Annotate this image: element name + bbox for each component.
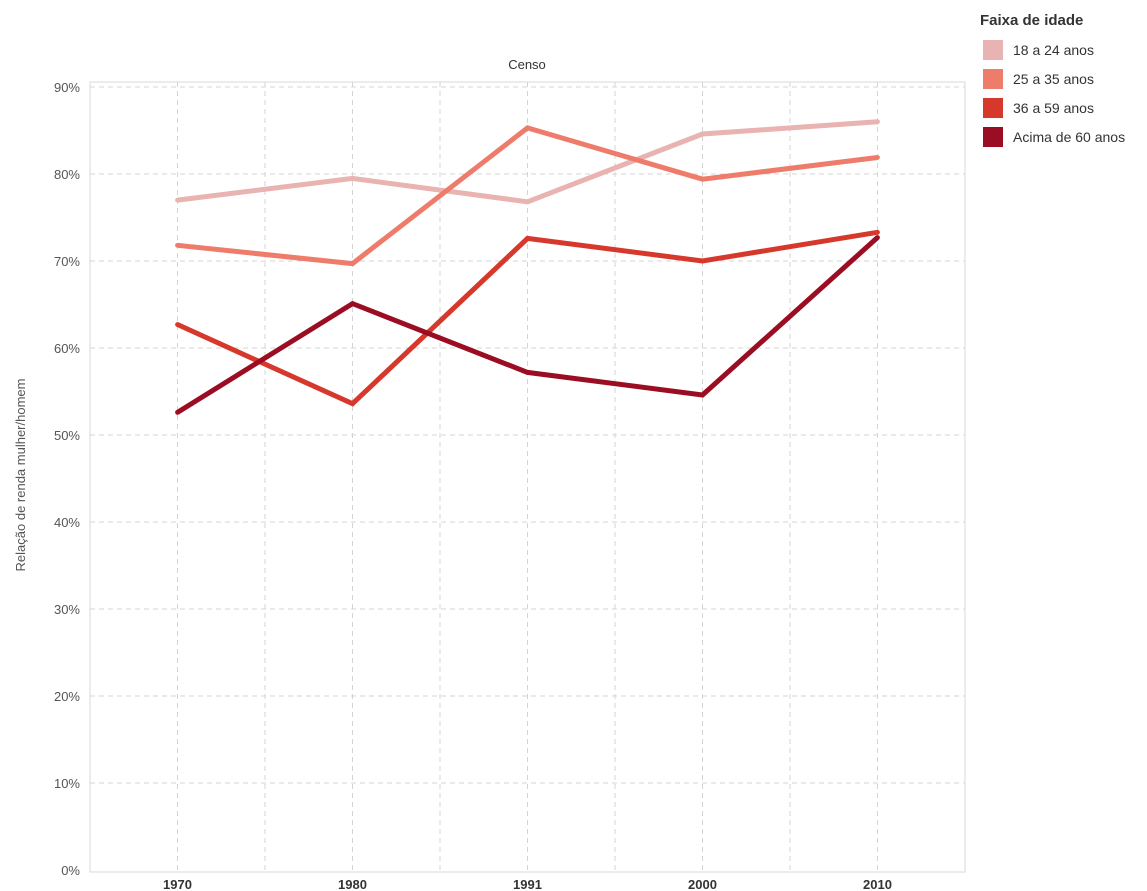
- series-line: [175, 119, 880, 205]
- series-line: [175, 125, 880, 267]
- data-point: [875, 155, 880, 160]
- data-point: [700, 392, 705, 398]
- x-tick-label: 2010: [863, 877, 892, 891]
- y-tick-label: 80%: [54, 167, 80, 182]
- data-point: [700, 131, 705, 137]
- y-tick-labels: 0% 10% 20% 30% 40% 50% 60% 70% 80% 90%: [54, 80, 80, 878]
- y-tick-label: 0%: [61, 863, 80, 878]
- series-line: [175, 229, 880, 407]
- legend-title: Faixa de idade: [980, 12, 1084, 29]
- data-point: [175, 409, 180, 415]
- y-tick-label: 90%: [54, 80, 80, 95]
- series-lines: [175, 119, 880, 415]
- data-point: [350, 301, 355, 307]
- grid-lines: [90, 82, 965, 872]
- series-path: [177, 119, 878, 205]
- data-point: [700, 176, 705, 182]
- y-axis-label: Relação de renda mulher/homem: [13, 379, 28, 572]
- y-tick-label: 30%: [54, 602, 80, 617]
- data-point: [525, 199, 530, 205]
- y-tick-label: 40%: [54, 515, 80, 530]
- y-tick-label: 50%: [54, 428, 80, 443]
- plot-frame: [89, 81, 966, 873]
- data-point: [350, 261, 355, 267]
- x-tick-label: 1970: [163, 877, 192, 891]
- legend-item[interactable]: 36 a 59 anos: [980, 93, 1147, 122]
- x-tick-label: 2000: [688, 877, 717, 891]
- legend-item[interactable]: 18 a 24 anos: [980, 35, 1147, 64]
- data-point: [875, 229, 880, 235]
- series-line: [175, 235, 880, 415]
- x-tick-label: 1980: [338, 877, 367, 891]
- legend: Faixa de idade 18 a 24 anos 25 a 35 anos 3…: [980, 12, 1147, 151]
- data-point: [525, 235, 530, 241]
- data-point: [700, 258, 705, 264]
- legend-label: 18 a 24 anos: [1013, 41, 1094, 58]
- data-point: [175, 322, 180, 327]
- legend-item[interactable]: Acima de 60 anos: [980, 122, 1147, 151]
- legend-label: 36 a 59 anos: [1013, 99, 1094, 116]
- legend-label: 25 a 35 anos: [1013, 70, 1094, 87]
- data-point: [175, 197, 180, 203]
- y-tick-label: 20%: [54, 689, 80, 704]
- data-point: [525, 369, 530, 375]
- legend-swatch: [983, 126, 1003, 147]
- data-point: [525, 125, 530, 131]
- legend-item[interactable]: 25 a 35 anos: [980, 64, 1147, 93]
- data-point: [875, 119, 880, 125]
- x-tick-labels: 1970 1980 1991 2000 2010: [163, 877, 892, 891]
- y-tick-label: 60%: [54, 341, 80, 356]
- y-tick-label: 10%: [54, 776, 80, 791]
- data-point: [175, 242, 180, 248]
- y-tick-label: 70%: [54, 254, 80, 269]
- chart-title: Censo: [508, 57, 546, 72]
- data-point: [350, 175, 355, 181]
- legend-items: 18 a 24 anos 25 a 35 anos 36 a 59 anos Acim…: [980, 35, 1147, 151]
- legend-swatch: [983, 39, 1003, 60]
- data-point: [350, 401, 355, 407]
- legend-swatch: [983, 68, 1003, 89]
- legend-label: Acima de 60 anos: [1013, 128, 1126, 145]
- data-point: [875, 235, 880, 240]
- legend-swatch: [983, 97, 1003, 118]
- x-tick-label: 1991: [513, 877, 542, 891]
- line-chart: Censo Relação de renda mulher/homem 0% 10…: [13, 57, 966, 891]
